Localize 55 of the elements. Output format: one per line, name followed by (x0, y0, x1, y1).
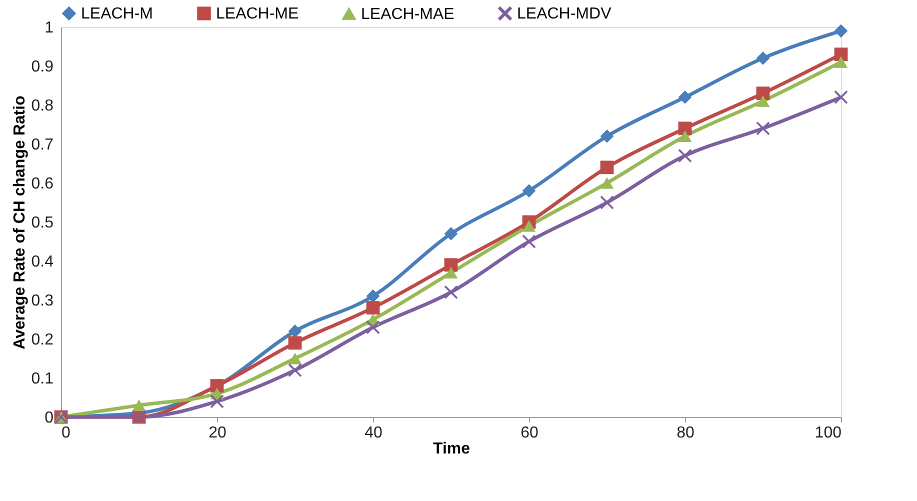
point (288, 363, 302, 377)
x-tick-label: 60 (520, 424, 538, 442)
point (678, 148, 692, 162)
point (288, 324, 302, 338)
y-tick-label: 0.9 (31, 58, 54, 76)
point (756, 122, 770, 136)
x-tick-label: 100 (814, 424, 842, 442)
point (288, 336, 302, 350)
y-tick-label: 0.5 (31, 214, 54, 232)
point (756, 86, 770, 100)
point (834, 48, 848, 62)
point (522, 220, 536, 232)
point (444, 266, 458, 279)
point (210, 394, 224, 408)
point (678, 90, 692, 104)
legend-label: LEACH-MAE (361, 6, 454, 23)
point (444, 285, 458, 299)
point (756, 51, 770, 65)
x-axis-title: Time (432, 440, 470, 458)
point (678, 122, 692, 136)
point (288, 352, 302, 364)
x-tick-label: 20 (208, 424, 226, 442)
point (600, 129, 614, 143)
y-axis-title: Average Rate of CH change Ratio (11, 95, 28, 350)
point (132, 399, 146, 412)
point (834, 24, 848, 38)
point (366, 320, 380, 334)
y-tick-label: 0.2 (31, 332, 54, 348)
x-tick-label: 0 (62, 424, 70, 442)
legend-label: LEACH-MDV (517, 5, 612, 22)
x-tick-label: 40 (364, 424, 382, 442)
legend-label: LEACH-ME (216, 5, 299, 22)
x-tick-label: 80 (676, 424, 694, 442)
point (600, 196, 614, 210)
y-tick-label: 0.8 (31, 98, 54, 114)
point (678, 130, 692, 142)
point (834, 56, 848, 68)
point (522, 184, 536, 198)
point (834, 90, 848, 104)
point (366, 289, 380, 303)
point (600, 177, 614, 189)
point (600, 160, 614, 174)
y-tick-label: 0.7 (31, 136, 54, 154)
y-tick-label: 0.3 (31, 292, 54, 310)
point (444, 258, 458, 272)
y-tick-label: 0 (44, 410, 54, 426)
point (366, 301, 380, 315)
y-tick-label: 0.4 (31, 254, 54, 270)
y-tick-label: 0.1 (31, 370, 54, 388)
point (444, 226, 458, 240)
legend-label: LEACH-M (81, 5, 154, 22)
y-tick-label: 1 (44, 20, 54, 36)
point (756, 95, 770, 107)
y-tick-label: 0.6 (31, 176, 54, 192)
point (522, 234, 536, 248)
